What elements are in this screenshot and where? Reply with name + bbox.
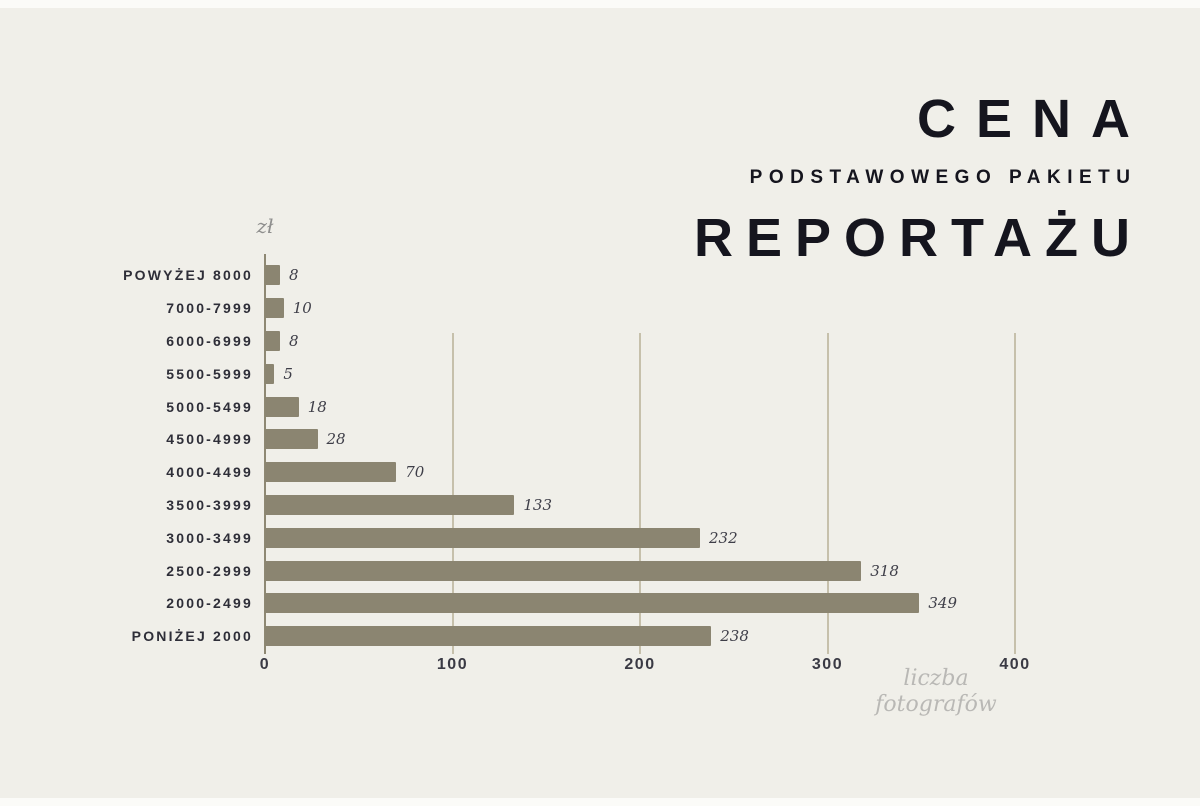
- bar-row: 6000-6999 8: [0, 325, 1200, 358]
- bar-row: 2000-2499 349: [0, 587, 1200, 620]
- bar-row: 4500-4999 28: [0, 423, 1200, 456]
- bar: [265, 298, 284, 319]
- category-label: 2000-2499: [166, 595, 253, 612]
- category-label: 2500-2999: [166, 562, 253, 579]
- y-axis-line: [264, 254, 266, 654]
- category-label: 3500-3999: [166, 496, 253, 513]
- bar: [265, 593, 920, 614]
- bar-rows: POWYŻEJ 8000 8 7000-7999 10 6000-6999 8 5500-5…: [0, 259, 1200, 653]
- x-axis-label: liczba fotografów: [861, 666, 1011, 718]
- category-label: 4000-4499: [166, 464, 253, 481]
- bar: [265, 429, 318, 450]
- bar: [265, 330, 280, 351]
- bar-row: 4000-4499 70: [0, 456, 1200, 489]
- value-label: 133: [523, 495, 553, 514]
- bar-row: 5500-5999 5: [0, 357, 1200, 390]
- category-label: 7000-7999: [166, 300, 253, 317]
- bar-row: 3000-3499 232: [0, 521, 1200, 554]
- category-label: 5500-5999: [166, 365, 253, 382]
- bar: [265, 363, 275, 384]
- category-label: POWYŻEJ 8000: [123, 267, 253, 284]
- value-label: 318: [870, 561, 899, 580]
- value-label: 232: [709, 528, 738, 547]
- x-tick-label: 400: [999, 656, 1031, 673]
- x-tick-label: 100: [436, 656, 469, 673]
- bar-row: 3500-3999 133: [0, 489, 1200, 522]
- chart-title: CENA PODSTAWOWEGO PAKIETU REPORTAŻU: [694, 92, 1130, 265]
- value-label: 8: [289, 331, 299, 350]
- value-label: 28: [326, 430, 346, 449]
- value-label: 10: [292, 299, 312, 318]
- x-tick-label: 300: [811, 656, 844, 673]
- gridline: [1014, 333, 1016, 654]
- gridline: [639, 333, 641, 654]
- gridline: [451, 333, 454, 654]
- bar-row: 2500-2999 318: [0, 554, 1200, 587]
- category-label: PONIŻEJ 2000: [131, 628, 253, 645]
- value-label: 5: [283, 364, 293, 383]
- value-label: 238: [720, 627, 749, 646]
- infographic-canvas: CENA PODSTAWOWEGO PAKIETU REPORTAŻU zł P…: [0, 8, 1200, 798]
- value-label: 70: [405, 463, 425, 482]
- gridline: [826, 333, 829, 654]
- y-axis-unit-label: zł: [256, 214, 274, 238]
- bar: [265, 494, 515, 515]
- category-label: 4500-4999: [166, 431, 253, 448]
- x-axis-label-line-2: fotografów: [875, 691, 997, 717]
- bar-row: POWYŻEJ 8000 8: [0, 259, 1200, 292]
- bar-row: 7000-7999 10: [0, 292, 1200, 325]
- title-line-3: REPORTAŻU: [694, 208, 1143, 268]
- bar: [265, 396, 299, 417]
- value-label: 18: [307, 397, 327, 416]
- x-tick-label: 200: [624, 656, 656, 673]
- bar: [265, 626, 712, 647]
- value-label: 8: [289, 266, 299, 285]
- category-label: 5000-5499: [166, 398, 253, 415]
- bar-row: 5000-5499 18: [0, 390, 1200, 423]
- title-line-1: CENA: [916, 89, 1150, 149]
- category-label: 6000-6999: [166, 332, 253, 349]
- bar: [265, 265, 280, 286]
- bar-row: PONIŻEJ 2000 238: [0, 620, 1200, 653]
- x-axis-label-line-1: liczba: [903, 666, 969, 691]
- category-label: 3000-3499: [166, 529, 253, 546]
- bar: [265, 462, 397, 483]
- title-line-2: PODSTAWOWEGO PAKIETU: [749, 167, 1137, 188]
- x-tick-label: 0: [259, 656, 271, 673]
- value-label: 349: [928, 594, 958, 613]
- bar: [265, 560, 862, 581]
- bar: [265, 527, 700, 548]
